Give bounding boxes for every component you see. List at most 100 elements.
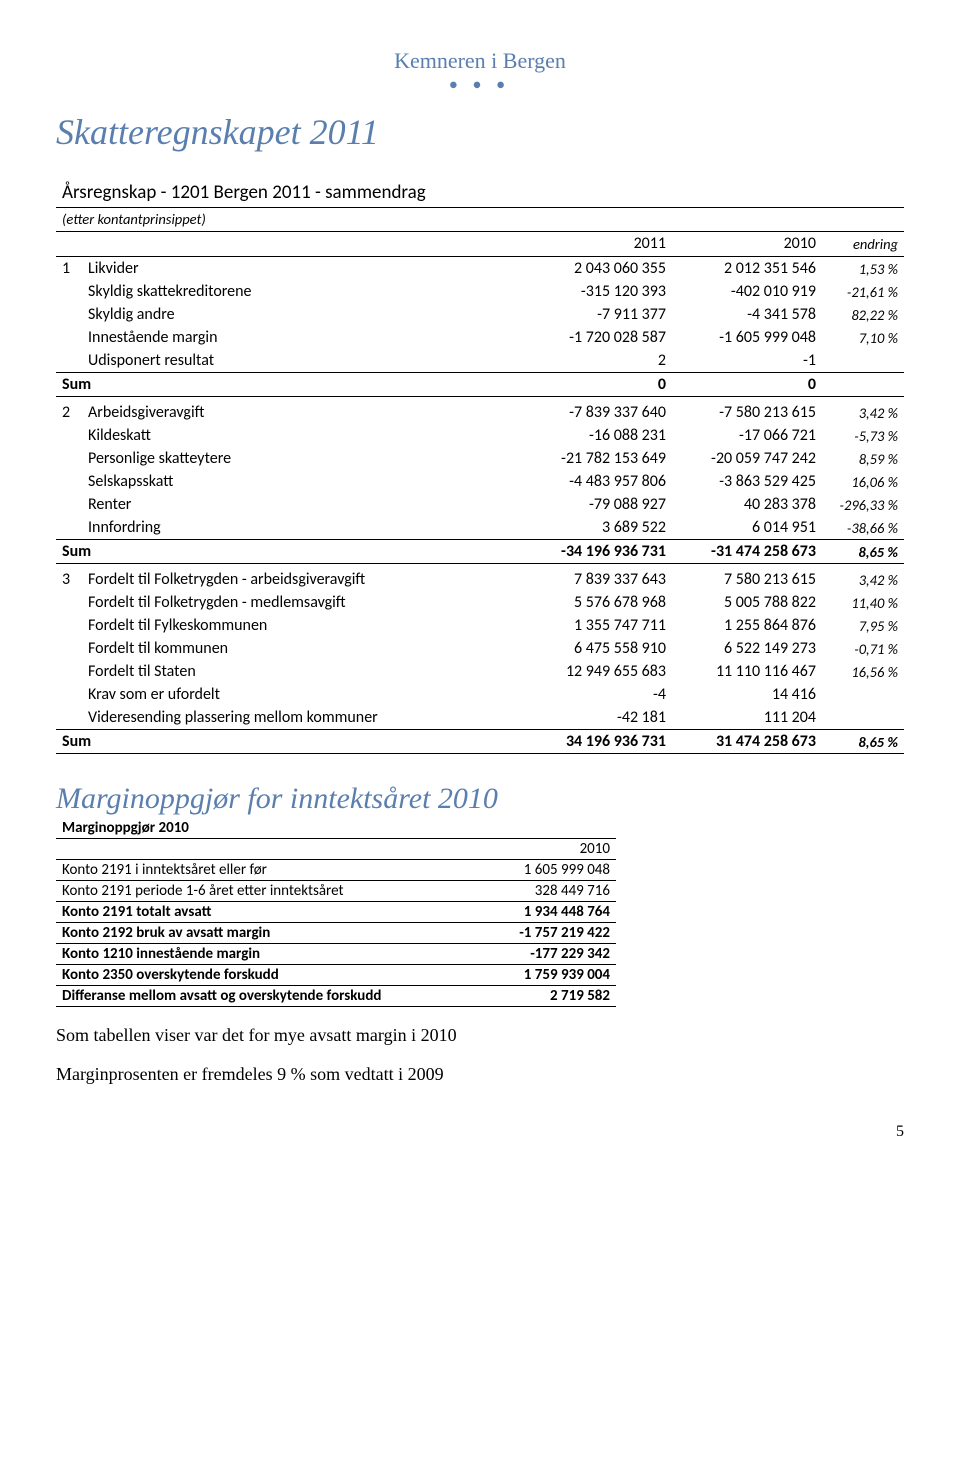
sum-label: Sum: [56, 730, 522, 754]
row-pct: 3,42 %: [822, 564, 904, 592]
row-label: Differanse mellom avsatt og overskytende…: [56, 986, 466, 1007]
row-value-2010: 6 014 951: [672, 516, 822, 540]
row-value-2010: 2 012 351 546: [672, 257, 822, 281]
table-row: Innestående margin-1 720 028 587-1 605 9…: [56, 326, 904, 349]
section-title-margin: Marginoppgjør for inntektsåret 2010: [56, 782, 904, 816]
row-value-2011: 3 689 522: [522, 516, 672, 540]
row-index: [56, 447, 82, 470]
table-row: Differanse mellom avsatt og overskytende…: [56, 986, 616, 1007]
row-value-2011: -7 839 337 640: [522, 397, 672, 425]
row-value-2011: -4: [522, 683, 672, 706]
table-row: 1Likvider2 043 060 3552 012 351 5461,53 …: [56, 257, 904, 281]
row-pct: -38,66 %: [822, 516, 904, 540]
row-value: 1 934 448 764: [466, 902, 616, 923]
row-label: Skyldig andre: [82, 303, 522, 326]
row-pct: -0,71 %: [822, 637, 904, 660]
body-paragraph-2: Marginprosenten er fremdeles 9 % som ved…: [56, 1064, 904, 1085]
row-pct: -21,61 %: [822, 280, 904, 303]
row-index: [56, 424, 82, 447]
col-header-2011: 2011: [522, 232, 672, 257]
row-value-2010: -20 059 747 242: [672, 447, 822, 470]
row-value-2010: -1 605 999 048: [672, 326, 822, 349]
row-label: Fordelt til Folketrygden - arbeidsgivera…: [82, 564, 522, 592]
row-index: 3: [56, 564, 82, 592]
row-value-2011: 5 576 678 968: [522, 591, 672, 614]
row-value-2011: -79 088 927: [522, 493, 672, 516]
sum-value-2011: 0: [522, 373, 672, 397]
row-index: [56, 637, 82, 660]
table-row: Kildeskatt-16 088 231-17 066 721-5,73 %: [56, 424, 904, 447]
row-label: Udisponert resultat: [82, 349, 522, 373]
row-value-2011: -7 911 377: [522, 303, 672, 326]
row-value: -1 757 219 422: [466, 923, 616, 944]
row-index: [56, 660, 82, 683]
row-label: Krav som er ufordelt: [82, 683, 522, 706]
row-value-2011: 7 839 337 643: [522, 564, 672, 592]
row-label: Konto 1210 innestående margin: [56, 944, 466, 965]
sum-label: Sum: [56, 540, 522, 564]
row-label: Selskapsskatt: [82, 470, 522, 493]
row-value: 1 605 999 048: [466, 860, 616, 881]
row-index: 2: [56, 397, 82, 425]
sum-pct: [822, 373, 904, 397]
table-row: Konto 2191 totalt avsatt1 934 448 764: [56, 902, 616, 923]
row-pct: 8,59 %: [822, 447, 904, 470]
table-row: 2Arbeidsgiveravgift-7 839 337 640-7 580 …: [56, 397, 904, 425]
row-pct: 3,42 %: [822, 397, 904, 425]
table-row: Skyldig andre-7 911 377-4 341 57882,22 %: [56, 303, 904, 326]
row-pct: 82,22 %: [822, 303, 904, 326]
table-subtitle: (etter kontantprinsippet): [56, 208, 522, 232]
row-label: Innfordring: [82, 516, 522, 540]
row-pct: 1,53 %: [822, 257, 904, 281]
sum-value-2010: -31 474 258 673: [672, 540, 822, 564]
margin-year-header: 2010: [466, 839, 616, 860]
row-value-2011: -21 782 153 649: [522, 447, 672, 470]
row-label: Kildeskatt: [82, 424, 522, 447]
sum-row: Sum-34 196 936 731-31 474 258 6738,65 %: [56, 540, 904, 564]
row-value-2010: 6 522 149 273: [672, 637, 822, 660]
body-paragraph-1: Som tabellen viser var det for mye avsat…: [56, 1025, 904, 1046]
row-index: [56, 516, 82, 540]
table-row: Konto 2350 overskytende forskudd1 759 93…: [56, 965, 616, 986]
row-label: Fordelt til Staten: [82, 660, 522, 683]
table-row: Krav som er ufordelt-414 416: [56, 683, 904, 706]
row-value-2010: 1 255 864 876: [672, 614, 822, 637]
table-row: 3Fordelt til Folketrygden - arbeidsgiver…: [56, 564, 904, 592]
row-value-2011: 12 949 655 683: [522, 660, 672, 683]
row-index: [56, 303, 82, 326]
row-label: Innestående margin: [82, 326, 522, 349]
table-row: Innfordring3 689 5226 014 951-38,66 %: [56, 516, 904, 540]
row-pct: [822, 683, 904, 706]
row-pct: -5,73 %: [822, 424, 904, 447]
row-value-2011: -315 120 393: [522, 280, 672, 303]
row-value: 328 449 716: [466, 881, 616, 902]
row-index: [56, 683, 82, 706]
table-row: Udisponert resultat2-1: [56, 349, 904, 373]
row-value-2011: -1 720 028 587: [522, 326, 672, 349]
table-row: Konto 2191 i inntektsåret eller før1 605…: [56, 860, 616, 881]
row-label: Videresending plassering mellom kommuner: [82, 706, 522, 730]
table-row: Fordelt til Staten12 949 655 68311 110 1…: [56, 660, 904, 683]
sum-value-2010: 0: [672, 373, 822, 397]
sum-pct: 8,65 %: [822, 540, 904, 564]
row-value-2011: 6 475 558 910: [522, 637, 672, 660]
row-value-2010: 5 005 788 822: [672, 591, 822, 614]
row-pct: [822, 706, 904, 730]
row-index: [56, 470, 82, 493]
margin-table: Marginoppgjør 20102010Konto 2191 i innte…: [56, 818, 616, 1007]
sum-pct: 8,65 %: [822, 730, 904, 754]
main-table: Årsregnskap - 1201 Bergen 2011 - sammend…: [56, 177, 904, 754]
row-value-2011: -4 483 957 806: [522, 470, 672, 493]
row-pct: 7,10 %: [822, 326, 904, 349]
sum-value-2011: 34 196 936 731: [522, 730, 672, 754]
row-value-2010: -7 580 213 615: [672, 397, 822, 425]
row-label: Skyldig skattekreditorene: [82, 280, 522, 303]
row-value-2010: 111 204: [672, 706, 822, 730]
row-value-2010: 40 283 378: [672, 493, 822, 516]
row-label: Fordelt til kommunen: [82, 637, 522, 660]
table-row: Fordelt til Folketrygden - medlemsavgift…: [56, 591, 904, 614]
sum-label: Sum: [56, 373, 522, 397]
row-index: [56, 349, 82, 373]
col-header-2010: 2010: [672, 232, 822, 257]
row-index: [56, 591, 82, 614]
